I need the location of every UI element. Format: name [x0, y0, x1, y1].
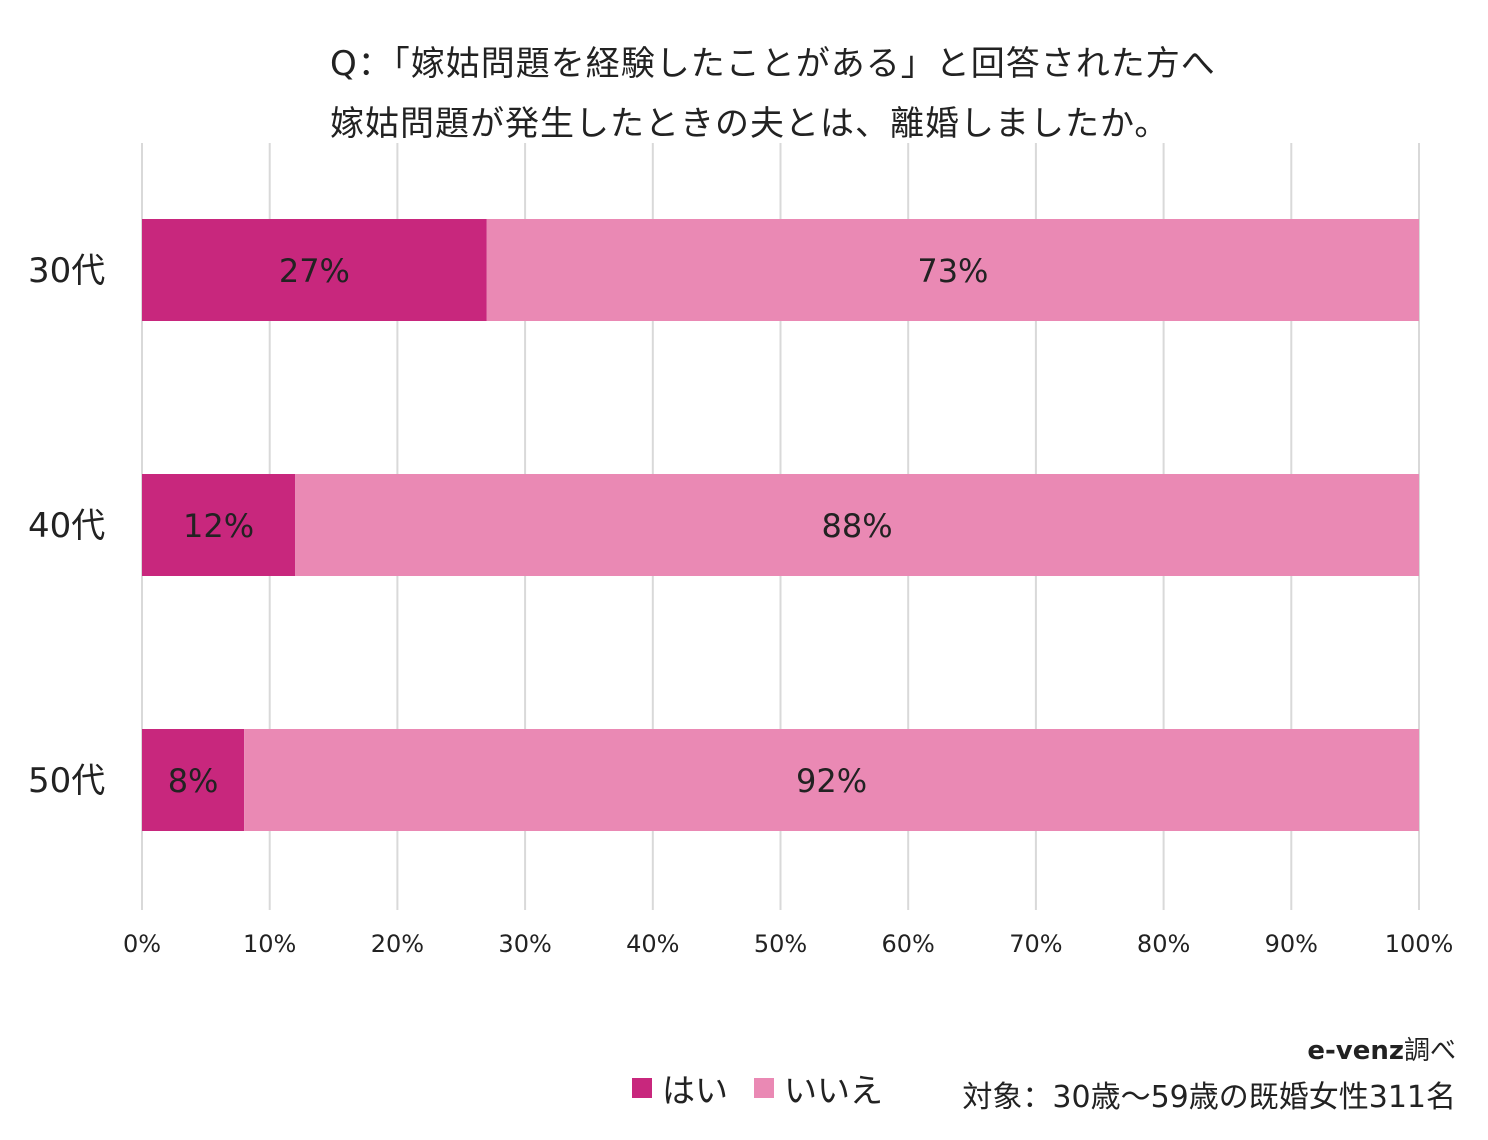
bar-yes-2	[142, 729, 245, 831]
x-tick-label-50: 50%	[754, 930, 807, 958]
legend: はい いいえ	[632, 1064, 909, 1112]
bar-yes-1	[142, 474, 296, 576]
bar-yes-0	[142, 219, 487, 321]
legend-swatch-yes	[632, 1078, 652, 1098]
x-tick-label-90: 90%	[1265, 930, 1318, 958]
legend-label-no: いいえ	[784, 1071, 883, 1110]
bar-no-2	[244, 729, 1419, 831]
category-label-0: 30代	[28, 251, 105, 291]
source-brand: e-venz	[1307, 1036, 1404, 1066]
x-tick-label-100: 100%	[1385, 930, 1454, 958]
legend-label-yes: はい	[662, 1071, 728, 1110]
x-tick-label-40: 40%	[626, 930, 679, 958]
x-tick-label-30: 30%	[498, 930, 551, 958]
category-label-2: 50代	[28, 761, 105, 801]
data-label-no-1: 88%	[822, 507, 893, 545]
bar-no-1	[295, 474, 1419, 576]
data-label-yes-1: 12%	[183, 507, 254, 545]
category-label-1: 40代	[28, 506, 105, 546]
x-tick-label-70: 70%	[1009, 930, 1062, 958]
x-tick-label-20: 20%	[371, 930, 424, 958]
source-suffix: 調べ	[1403, 1036, 1456, 1066]
data-label-no-0: 73%	[917, 252, 988, 290]
legend-swatch-no	[754, 1078, 774, 1098]
data-label-yes-2: 8%	[168, 762, 219, 800]
source-credit: e-venz調べ	[1307, 1030, 1456, 1067]
x-tick-label-10: 10%	[243, 930, 296, 958]
data-label-no-2: 92%	[796, 762, 867, 800]
legend-item-yes: はい	[632, 1064, 728, 1112]
bar-no-0	[486, 219, 1419, 321]
chart-title-line-2: 嫁姑問題が発生したときの夫とは、離婚しましたか。	[330, 104, 1170, 144]
data-label-yes-0: 27%	[279, 252, 350, 290]
x-tick-label-80: 80%	[1137, 930, 1190, 958]
x-tick-label-0: 0%	[123, 930, 161, 958]
x-tick-label-60: 60%	[882, 930, 935, 958]
survey-note: 対象：30歳〜59歳の既婚女性311名	[962, 1080, 1456, 1115]
chart-title-line-1: Q：「嫁姑問題を経験したことがある」と回答された方へ	[330, 44, 1216, 84]
legend-item-no: いいえ	[754, 1064, 883, 1112]
